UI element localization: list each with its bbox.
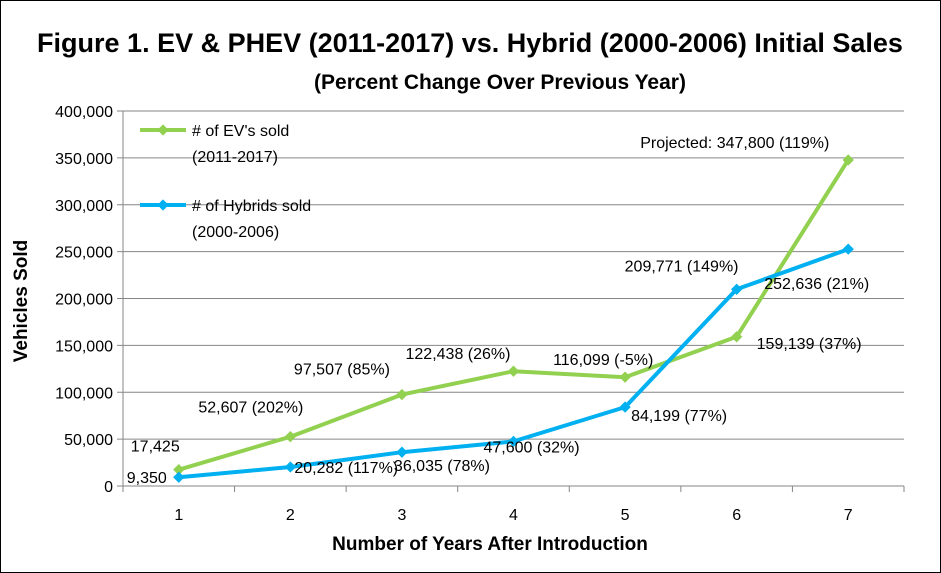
y-axis-ticks: 0 50,000 100,000 150,000 200,000 250,000 300,0… [55, 104, 123, 496]
legend-marker-hybrid [157, 199, 169, 211]
data-point [507, 435, 520, 448]
data-label: 159,139 (37%) [757, 336, 862, 353]
legend-item-ev: # of EV's sold (2011-2017) [140, 123, 289, 166]
data-point [396, 446, 408, 458]
data-point [842, 154, 854, 166]
legend-label-ev-years: (2011-2017) [192, 149, 278, 166]
data-label: 47,600 (32%) [484, 439, 580, 456]
data-label: 209,771 (149%) [625, 258, 739, 275]
y-tick-label: 50,000 [64, 432, 113, 449]
y-tick-label: 250,000 [55, 245, 113, 262]
x-tick-label: 2 [286, 507, 295, 524]
data-label: 20,282 (117%) [294, 460, 398, 477]
legend: # of EV's sold (2011-2017) # of Hybrids … [140, 123, 311, 241]
x-tick-label: 1 [174, 507, 183, 524]
data-labels: 17,425 52,607 (202%) 97,507 (85%) 122,438 (… [127, 135, 869, 487]
x-tick-label: 4 [509, 507, 518, 524]
legend-item-hybrid: # of Hybrids sold (2000-2006) [140, 198, 311, 241]
data-point [173, 471, 185, 483]
y-tick-label: 350,000 [55, 151, 113, 168]
x-axis-label: Number of Years After Introduction [332, 534, 648, 555]
x-tick-label: 3 [397, 507, 406, 524]
data-point [507, 365, 520, 377]
data-label: 97,507 (85%) [294, 362, 390, 379]
y-tick-label: 100,000 [55, 385, 113, 402]
data-label: 122,438 (26%) [406, 346, 511, 363]
legend-label-ev: # of EV's sold [192, 123, 289, 140]
data-point [619, 371, 631, 383]
x-tick-label: 5 [621, 507, 630, 524]
legend-label-hybrid-years: (2000-2006) [192, 224, 279, 241]
data-label: 36,035 (78%) [394, 458, 490, 475]
data-point [173, 464, 185, 476]
legend-marker-ev [157, 124, 169, 136]
data-label: Projected: 347,800 (119%) [640, 135, 829, 152]
data-label: 17,425 [131, 439, 180, 456]
y-tick-label: 150,000 [55, 338, 113, 355]
gridlines [123, 110, 904, 440]
y-tick-label: 300,000 [55, 198, 113, 215]
data-label: 52,607 (202%) [198, 400, 303, 417]
chart-title: Figure 1. EV & PHEV (2011-2017) vs. Hybr… [37, 28, 903, 58]
data-point [284, 461, 297, 473]
series-points [173, 154, 854, 483]
data-point [619, 401, 631, 413]
legend-label-hybrid: # of Hybrids sold [192, 198, 311, 215]
data-point [396, 388, 408, 401]
y-tick-label: 0 [104, 479, 113, 496]
data-point [730, 331, 743, 343]
data-point [284, 431, 297, 443]
data-point [730, 283, 743, 295]
y-axis-label: Vehicles Sold [11, 240, 32, 363]
data-label: 252,636 (21%) [764, 276, 869, 293]
chart-subtitle: (Percent Change Over Previous Year) [314, 71, 686, 94]
x-tick-label: 7 [844, 507, 853, 524]
x-tick-label: 6 [732, 507, 741, 524]
data-label: 84,199 (77%) [631, 408, 727, 425]
data-label: 9,350 [127, 470, 167, 487]
y-tick-label: 400,000 [55, 104, 113, 121]
data-point [842, 243, 854, 255]
data-label: 116,099 (-5%) [553, 352, 653, 369]
y-tick-label: 200,000 [55, 292, 113, 309]
x-axis-ticks: 1 2 3 4 5 6 7 [122, 486, 905, 524]
